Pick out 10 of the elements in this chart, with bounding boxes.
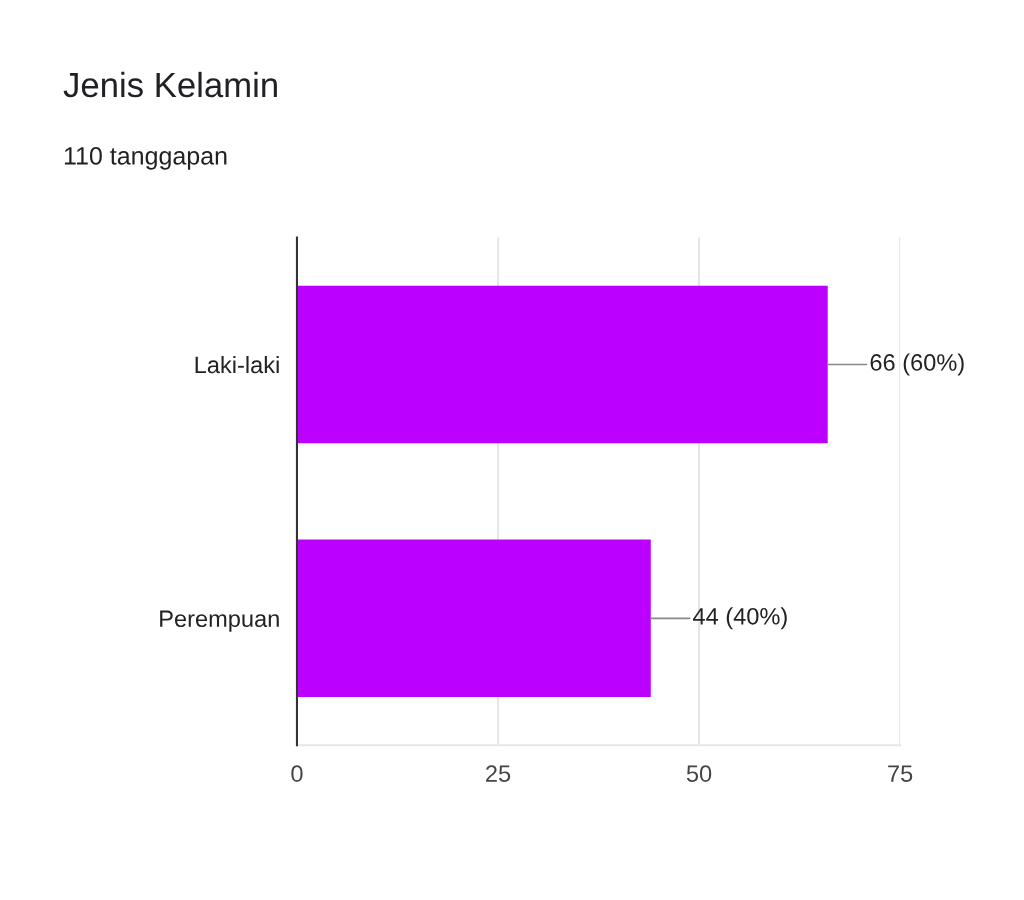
y-tick-label: Laki-laki (195, 355, 279, 374)
chart-subtitle: 110 tanggapan (64, 147, 227, 170)
x-tick-label: 0 (291, 765, 303, 782)
data-label: 44 (40%) (693, 607, 787, 630)
data-label: 66 (60%) (870, 353, 964, 376)
chart-title: Jenis Kelamin (63, 71, 277, 98)
x-tick-label: 25 (486, 765, 511, 782)
y-tick-label: Perempuan (160, 610, 279, 632)
x-tick-label: 50 (686, 765, 712, 782)
x-tick-label: 75 (888, 765, 913, 782)
